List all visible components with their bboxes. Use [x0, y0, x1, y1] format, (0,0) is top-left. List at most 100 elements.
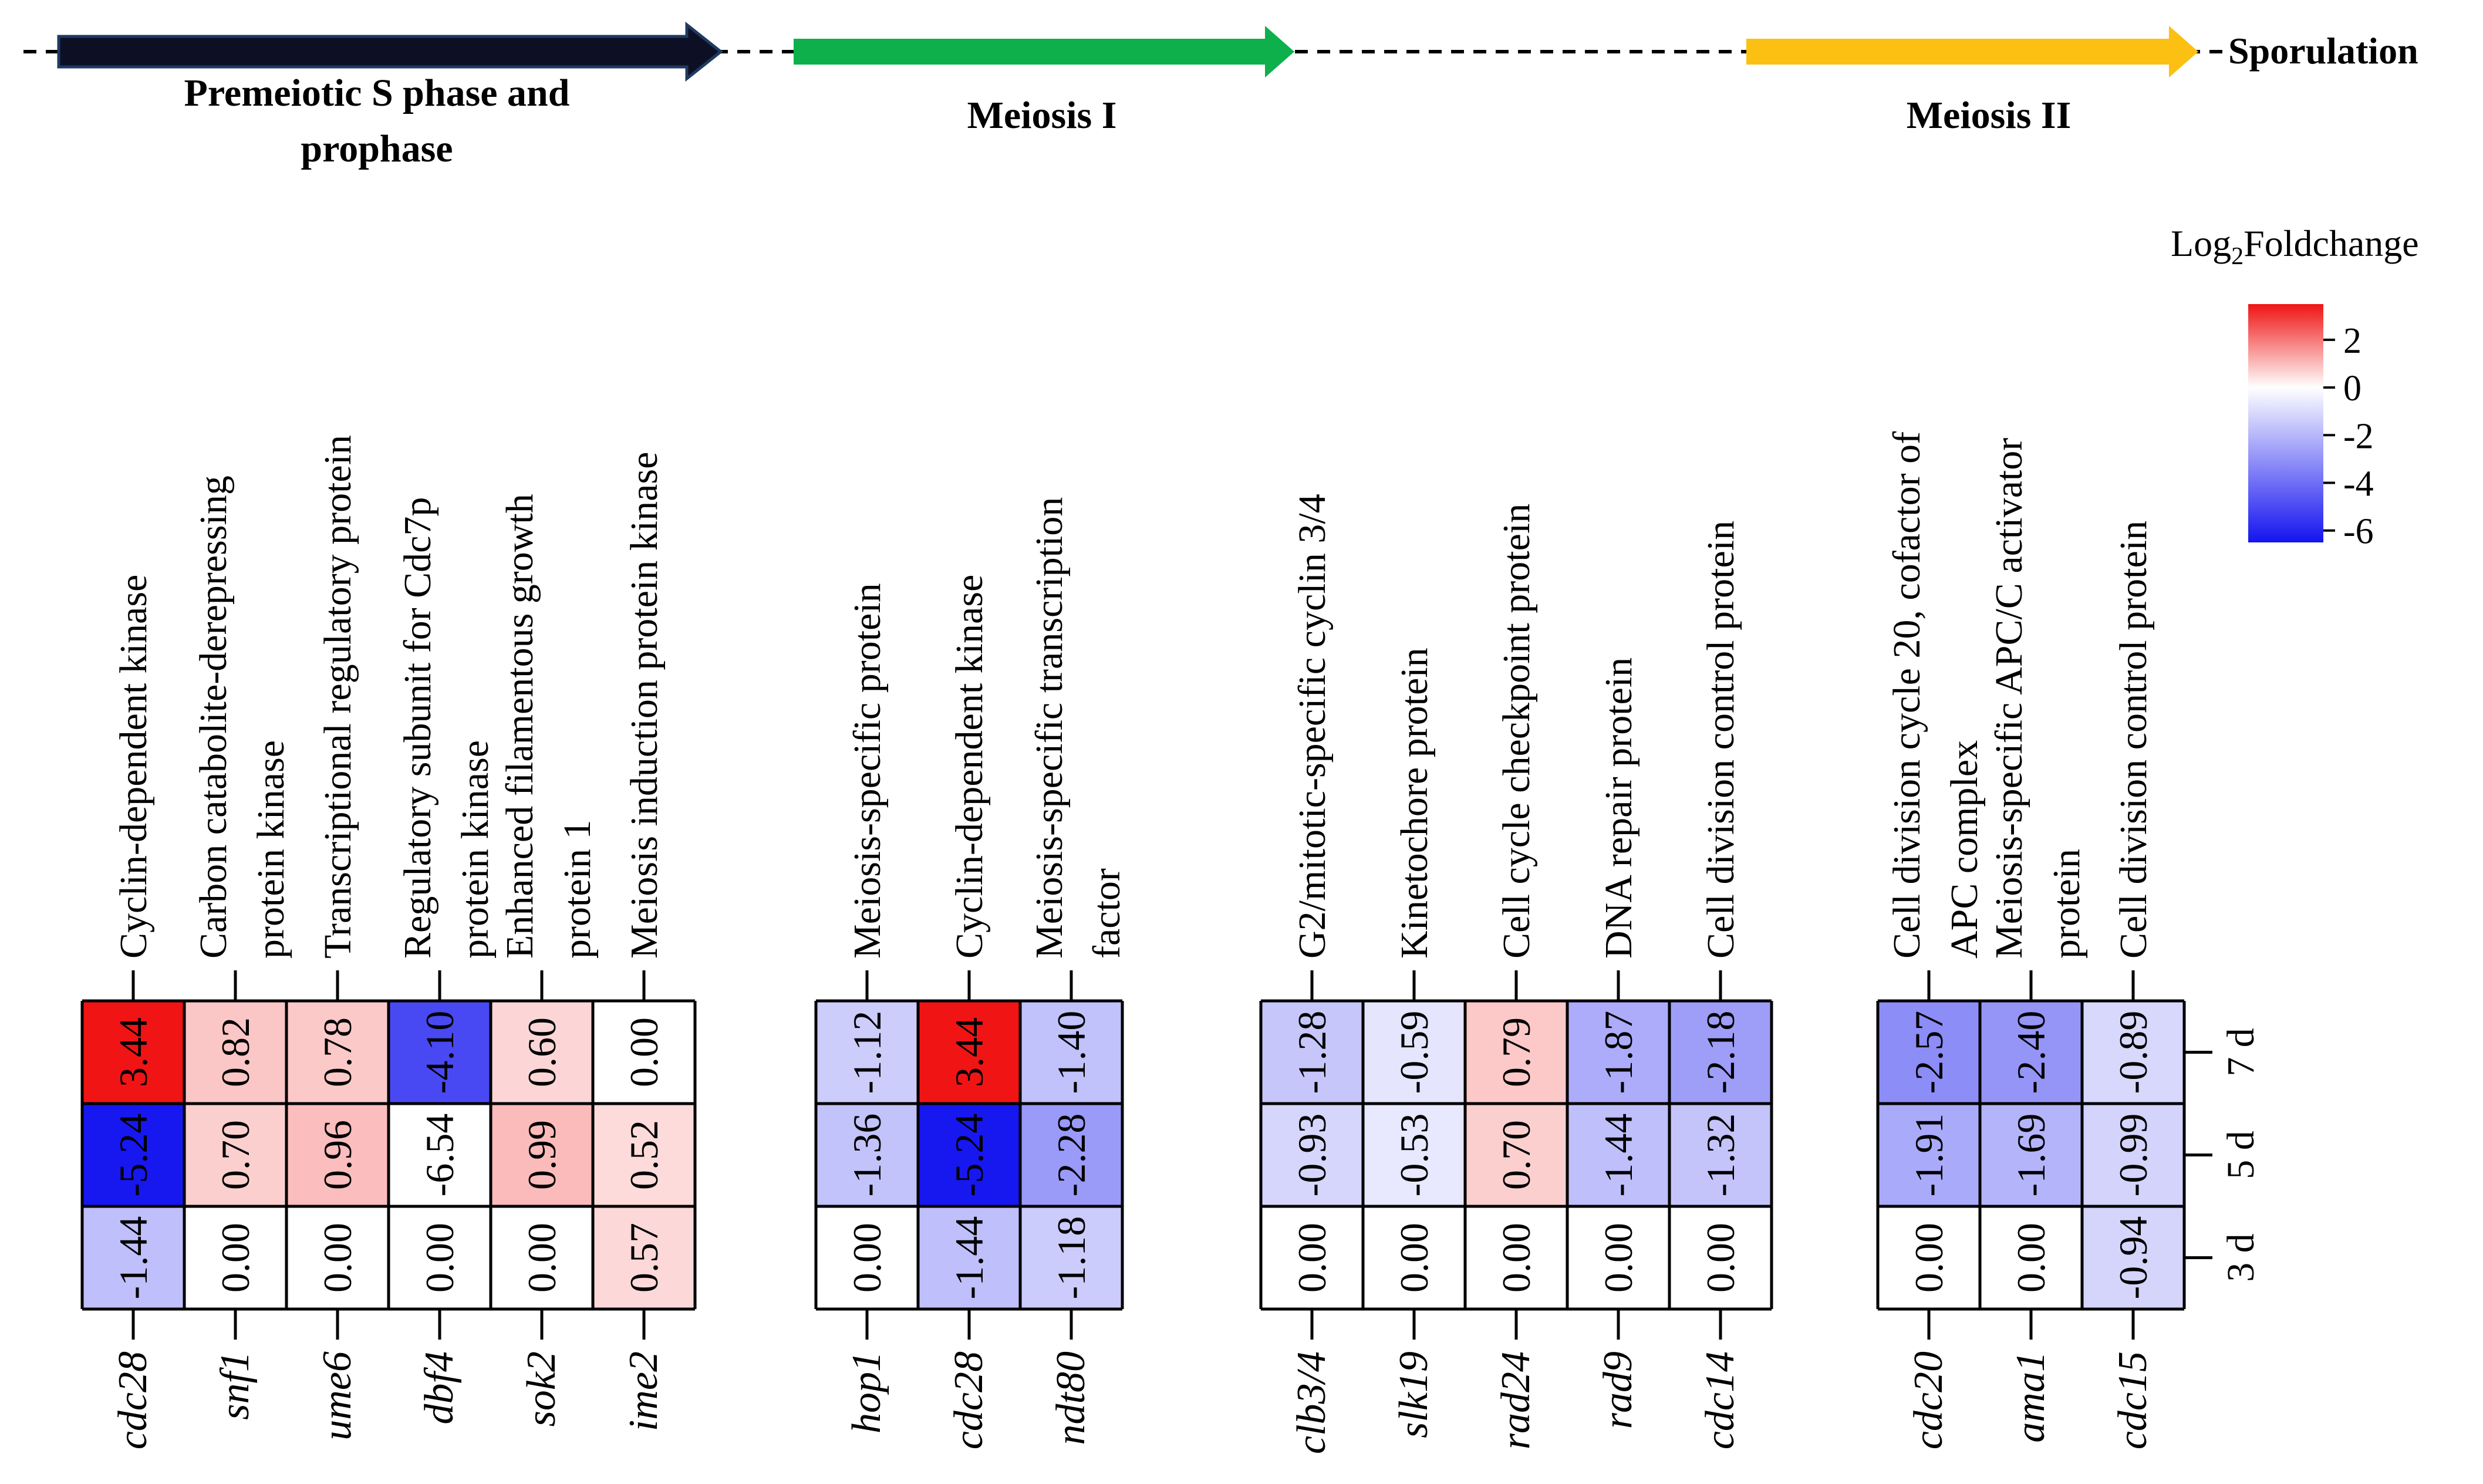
cell-value-label: -1.40	[1049, 1011, 1094, 1094]
cell-value-label: -1.12	[845, 1011, 889, 1094]
gene-name: hop1	[844, 1351, 889, 1434]
heatmap-cell	[2082, 1206, 2184, 1309]
heatmap-cell	[1261, 1001, 1363, 1104]
cell-value-label: 0.99	[519, 1120, 564, 1190]
gene-description: Transcriptional regulatory protein	[316, 435, 359, 959]
heatmap-cell	[389, 1104, 491, 1206]
legend-tick-label: 2	[2343, 321, 2361, 361]
heatmap-cell	[2082, 1001, 2184, 1104]
gene-description: protein kinase	[454, 740, 497, 959]
legend-tick-label: -4	[2343, 464, 2374, 504]
cell-value-label: 0.70	[213, 1120, 258, 1190]
gene-description: Cyclin-dependent kinase	[948, 575, 991, 959]
meiosis2-label: Meiosis II	[1907, 94, 2072, 137]
heatmap-cell	[1261, 1104, 1363, 1206]
heatmap-cell	[184, 1104, 286, 1206]
heatmap-cell	[184, 1206, 286, 1309]
heatmap-cell	[389, 1206, 491, 1309]
cell-value-label: -2.28	[1049, 1114, 1094, 1197]
gene-name: cdc15	[2110, 1351, 2155, 1449]
cell-value-label: 0.00	[1596, 1223, 1641, 1293]
cell-value-label: 0.00	[622, 1017, 666, 1087]
heatmap-cell	[491, 1104, 593, 1206]
heatmap-cell	[491, 1001, 593, 1104]
gene-description: Meiosis-specific protein	[846, 583, 889, 959]
gene-description: protein	[2045, 849, 2088, 959]
heatmap-cell	[82, 1104, 184, 1206]
legend-title-prefix: Log	[2171, 222, 2231, 264]
heatmap-cell	[1465, 1206, 1567, 1309]
heatmap-cell	[1020, 1104, 1122, 1206]
legend-colorbar	[2248, 304, 2323, 542]
heatmap-cell	[593, 1001, 695, 1104]
cell-value-label: -1.28	[1290, 1011, 1334, 1094]
heatmap-cell	[918, 1104, 1020, 1206]
heatmap-cell	[593, 1104, 695, 1206]
heatmap-cell	[286, 1001, 389, 1104]
heatmap-cell	[1465, 1001, 1567, 1104]
heatmap-cell	[816, 1104, 918, 1206]
gene-name: ama1	[2008, 1351, 2053, 1443]
gene-name: clb3/4	[1289, 1351, 1334, 1454]
gene-description: Cyclin-dependent kinase	[112, 575, 155, 959]
legend-title: Log2Foldchange	[2171, 222, 2419, 270]
gene-description: Regulatory subunit for Cdc7p	[396, 497, 439, 959]
cell-value-label: 0.00	[417, 1223, 462, 1293]
heatmap-cell	[1567, 1001, 1669, 1104]
heatmap-cell	[1878, 1001, 1980, 1104]
cell-value-label: 0.70	[1494, 1120, 1539, 1190]
cell-value-label: -1.87	[1596, 1011, 1641, 1094]
gene-description: G2/mitotic-specific cyclin 3/4	[1291, 494, 1334, 959]
heatmap-cell	[1020, 1206, 1122, 1309]
heatmap-panels: 3.44 0.82 0.78 -4.10 0.60 0.00 -5.24 0.70 0.96 -6…	[80, 431, 2186, 1454]
heatmap-cell	[491, 1206, 593, 1309]
heatmap-cell	[1363, 1104, 1465, 1206]
stage-timeline: Sporulation Premeiotic S phase and proph…	[23, 21, 2418, 170]
heatmap-cell	[1669, 1001, 1772, 1104]
gene-name: cdc14	[1698, 1351, 1743, 1449]
cell-value-label: 0.52	[622, 1120, 666, 1190]
gene-name: ndt80	[1048, 1351, 1094, 1445]
gene-description: Cell division cycle 20, cofactor of	[1885, 431, 1928, 959]
heatmap-cell	[816, 1206, 918, 1309]
gene-description: Cell cycle checkpoint protein	[1495, 504, 1538, 959]
heatmap-cell	[1980, 1206, 2082, 1309]
cell-value-label: 0.60	[519, 1017, 564, 1087]
gene-name: cdc20	[1906, 1351, 1951, 1449]
cell-value-label: 0.79	[1494, 1017, 1539, 1087]
heatmap-cell	[184, 1001, 286, 1104]
gene-name: cdc28	[110, 1351, 156, 1449]
heatmap-panel-1: 3.44 0.82 0.78 -4.10 0.60 0.00 -5.24 0.70 0.96 -6…	[80, 435, 697, 1449]
cell-value-label: 3.44	[947, 1017, 991, 1087]
legend-tick-label: -2	[2343, 416, 2374, 456]
heatmap-cell	[82, 1001, 184, 1104]
cell-value-label: -1.69	[2009, 1114, 2053, 1197]
heatmap-cell	[918, 1001, 1020, 1104]
gene-description: Meiosis-specific transcription	[1028, 497, 1071, 959]
heatmap-cell	[1567, 1104, 1669, 1206]
meiosis1-label: Meiosis I	[967, 94, 1117, 137]
cell-value-label: -1.44	[947, 1216, 991, 1300]
gene-description: Meiosis induction protein kinase	[623, 452, 666, 959]
premeiotic-arrow	[57, 21, 724, 82]
premeiotic-label-line2: prophase	[301, 127, 453, 170]
color-legend: Log2Foldchange 20-2-4-6	[2171, 222, 2419, 552]
row-label: 5 d	[2219, 1131, 2262, 1179]
meiosis2-arrow	[1746, 26, 2198, 77]
heatmap-cell	[1363, 1206, 1465, 1309]
cell-value-label: 0.00	[1907, 1223, 1951, 1293]
gene-name: ime2	[621, 1351, 666, 1431]
cell-value-label: 0.00	[213, 1223, 258, 1293]
gene-name: sok2	[519, 1351, 564, 1426]
cell-value-label: -0.53	[1392, 1114, 1436, 1197]
heatmap-cell	[1669, 1206, 1772, 1309]
cell-value-label: 0.00	[2009, 1223, 2053, 1293]
gene-name: slk19	[1391, 1351, 1436, 1438]
gene-description: Carbon catabolite-derepressing	[192, 475, 235, 959]
gene-description: Cell division control protein	[1699, 521, 1742, 959]
heatmap-cell	[1878, 1206, 1980, 1309]
legend-tick-label: -6	[2343, 512, 2374, 552]
heatmap-cell	[816, 1001, 918, 1104]
cell-value-label: -1.44	[1596, 1114, 1641, 1197]
